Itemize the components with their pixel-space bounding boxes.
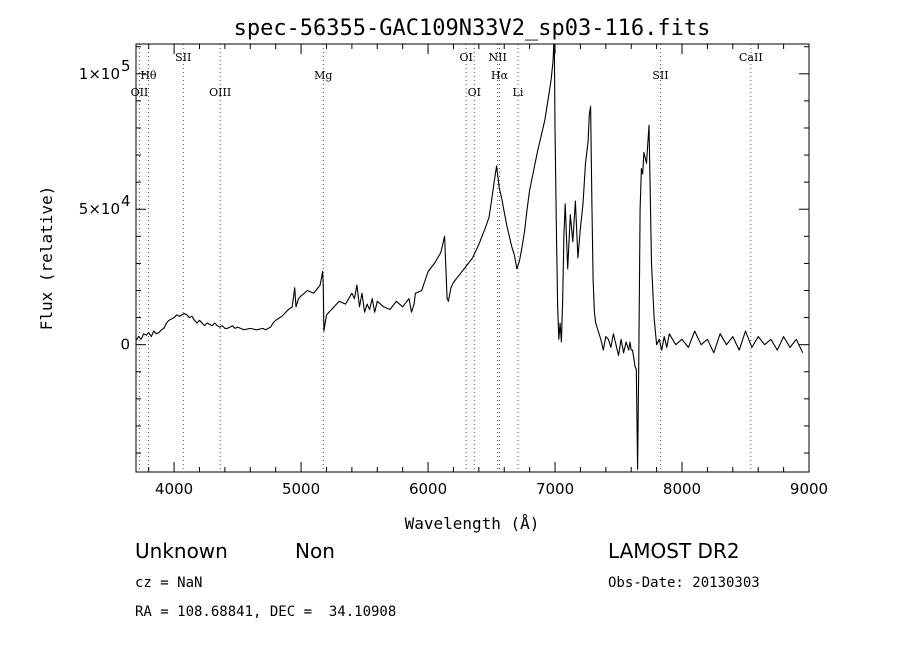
x-tick-label: 9000 <box>790 480 828 498</box>
emission-line-label: OI <box>468 86 481 99</box>
plot-axes: 4000 5000 6000 7000 8000 9000 0 5×10 4 1×10 5 <box>79 43 828 498</box>
emission-line-label: SII <box>652 69 668 82</box>
emission-line-label: SII <box>175 51 191 64</box>
emission-line-label: Hα <box>491 69 509 82</box>
spectrum-series <box>135 43 804 470</box>
y-tick-label-group: 1×10 5 <box>79 57 131 83</box>
emission-line-label: Hθ <box>140 69 157 82</box>
x-tick-label: 4000 <box>155 480 193 498</box>
y-axis-label: Flux (relative) <box>37 186 56 331</box>
x-tick-label: 7000 <box>536 480 574 498</box>
y-tick-exponent: 4 <box>121 192 131 210</box>
y-tick-label: 0 <box>120 336 130 354</box>
emission-line-label: NII <box>488 51 506 64</box>
emission-line-label: CaII <box>739 51 763 64</box>
x-tick-label: 5000 <box>282 480 320 498</box>
emission-line-markers: OII Hθ SII OIII Mg OI OI NII Hα Li SII CaII <box>131 44 763 472</box>
object-class: Unknown <box>135 539 228 563</box>
spectrum-line <box>135 43 804 470</box>
x-tick-label: 6000 <box>409 480 447 498</box>
obs-date-text: Obs-Date: 20130303 <box>608 575 760 591</box>
x-tick-label: 8000 <box>663 480 701 498</box>
y-tick-label: 5×10 <box>79 200 120 218</box>
plot-frame <box>135 43 810 473</box>
y-tick-label-group: 5×10 4 <box>79 192 131 218</box>
x-axis-label: Wavelength (Å) <box>405 514 540 533</box>
emission-line-label: OI <box>459 51 472 64</box>
coordinates-text: RA = 108.68841, DEC = 34.10908 <box>135 604 397 620</box>
redshift-text: cz = NaN <box>135 575 203 591</box>
y-tick-label: 1×10 <box>79 65 120 83</box>
y-tick-label-group: 0 <box>120 336 130 354</box>
emission-line-label: OII <box>131 86 149 99</box>
emission-line-label: Mg <box>314 69 332 82</box>
y-tick-exponent: 5 <box>121 57 131 75</box>
chart-title: spec-56355-GAC109N33V2_sp03-116.fits <box>234 16 711 41</box>
emission-line-label: OIII <box>209 86 231 99</box>
emission-line-label: Li <box>513 86 524 99</box>
object-subclass: Non <box>295 539 335 563</box>
survey-name: LAMOST DR2 <box>608 539 740 563</box>
